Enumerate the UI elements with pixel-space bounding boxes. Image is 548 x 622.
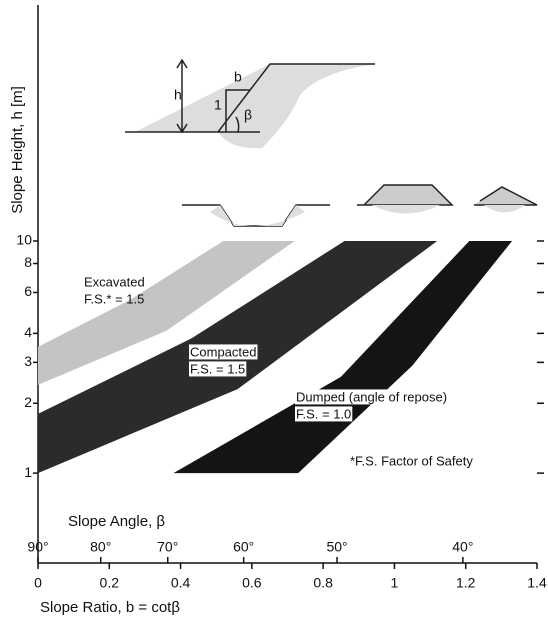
- y-tick-label: 8: [24, 254, 32, 270]
- y-tick-label: 10: [16, 232, 32, 248]
- y-tick-label: 1: [24, 464, 32, 480]
- legend-label: Dumped (angle of repose): [296, 389, 447, 404]
- band: [173, 241, 513, 474]
- label-background: [189, 344, 258, 360]
- x-tick-label: 0: [34, 575, 42, 591]
- sketch-label: 1: [214, 97, 222, 113]
- slope-sketch: [125, 58, 538, 227]
- x-axis-label: Slope Ratio, b = cotβ: [40, 599, 180, 616]
- x2-tick-label: 50°: [326, 539, 347, 555]
- x2-tick-label: 80°: [90, 539, 111, 555]
- x-tick-label: 0.4: [171, 575, 191, 591]
- label-background: [189, 361, 247, 377]
- x-tick-label: 0.8: [313, 575, 333, 591]
- label-background: [295, 406, 353, 422]
- y-tick-label: 3: [24, 353, 32, 369]
- x2-tick-label: 90°: [27, 539, 48, 555]
- y-tick-label: 6: [24, 283, 32, 299]
- sketch-label: β: [244, 107, 252, 123]
- y-tick-label: 4: [24, 324, 32, 340]
- legend-label: Excavated: [84, 274, 145, 289]
- y-tick-label: 2: [24, 394, 32, 410]
- x2-axis-label: Slope Angle, β: [68, 513, 165, 530]
- sketch-label: h: [174, 87, 182, 103]
- band: [38, 241, 295, 385]
- legend-note: F.S. = 1.5: [190, 361, 245, 376]
- x2-tick-label: 70°: [157, 539, 178, 555]
- x-tick-label: 0.2: [100, 575, 120, 591]
- legend-label: Compacted: [190, 344, 256, 359]
- y-axis-label: Slope Height, h [m]: [9, 86, 26, 214]
- x-tick-label: 0.6: [242, 575, 262, 591]
- x2-tick-label: 40°: [452, 539, 473, 555]
- label-background: [295, 389, 449, 405]
- sketch-label: b: [234, 69, 242, 85]
- x-tick-label: 1.2: [456, 575, 476, 591]
- annotation: *F.S. Factor of Safety: [350, 453, 473, 468]
- x2-tick-label: 60°: [233, 539, 254, 555]
- x-tick-label: 1: [391, 575, 399, 591]
- legend-note: F.S.* = 1.5: [84, 291, 144, 306]
- x-tick-label: 1.4: [527, 575, 547, 591]
- legend-note: F.S. = 1.0: [296, 406, 351, 421]
